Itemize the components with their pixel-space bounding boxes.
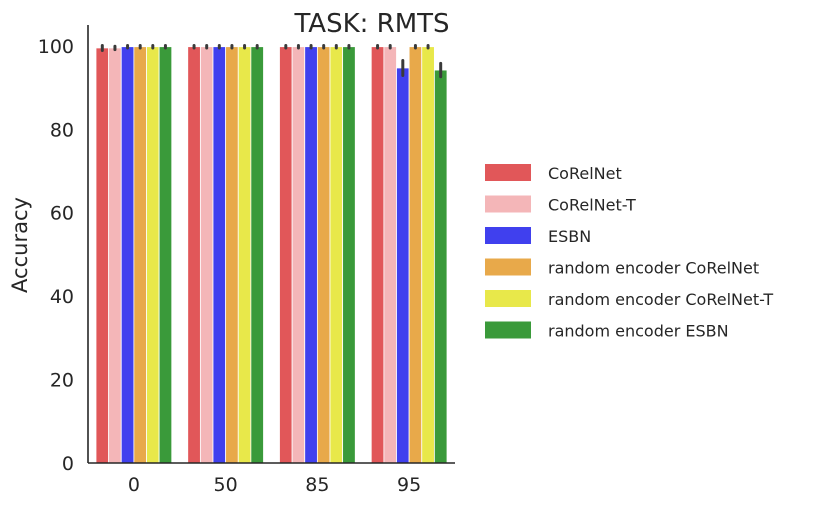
bar	[408, 46, 423, 464]
bar	[158, 46, 173, 464]
bar	[95, 47, 110, 464]
bar	[225, 46, 239, 464]
y-ticks-group: 0 20 40 60 80 100	[38, 36, 74, 475]
y-axis-label: Accuracy	[8, 197, 32, 293]
legend-label: random encoder CoRelNet-T	[548, 290, 773, 309]
bar	[108, 47, 122, 464]
bar	[212, 46, 227, 464]
bar	[433, 69, 448, 464]
bar	[383, 46, 397, 464]
x-tick-label: 50	[214, 474, 238, 496]
x-ticks-group: 0 50 85 95	[128, 474, 421, 496]
x-tick-label: 0	[128, 474, 140, 496]
bar	[120, 46, 135, 464]
legend-label: ESBN	[548, 227, 591, 246]
y-tick-label: 40	[50, 286, 74, 308]
legend-label: CoRelNet-T	[548, 196, 636, 215]
bar	[316, 46, 331, 464]
legend-swatch	[485, 321, 531, 339]
bar	[187, 46, 201, 464]
legend-swatch	[485, 258, 531, 276]
legend: CoRelNet CoRelNet-T ESBN random encoder CoR…	[485, 164, 773, 341]
y-tick-label: 100	[38, 36, 74, 58]
legend-swatch	[485, 164, 531, 181]
y-tick-label: 20	[50, 370, 74, 392]
x-tick-label: 95	[397, 474, 421, 496]
bar	[304, 46, 318, 464]
bar	[133, 46, 147, 464]
bar	[279, 46, 293, 464]
legend-swatch	[485, 227, 531, 244]
y-tick-label: 0	[62, 453, 74, 475]
bar	[291, 46, 306, 464]
y-tick-label: 80	[50, 119, 74, 141]
bar	[421, 46, 435, 464]
bar	[199, 46, 214, 464]
error-bars-group	[100, 43, 443, 79]
bars-group	[95, 46, 448, 464]
legend-label: random encoder CoRelNet	[548, 259, 759, 278]
legend-label: random encoder ESBN	[548, 322, 729, 341]
bar	[329, 46, 344, 464]
bar	[342, 46, 356, 464]
bar	[237, 46, 252, 464]
legend-label: CoRelNet	[548, 164, 622, 183]
bar	[250, 46, 264, 464]
bar	[146, 46, 160, 464]
bar	[370, 46, 385, 464]
chart-title: TASK: RMTS	[293, 9, 449, 39]
x-tick-label: 85	[305, 474, 329, 496]
bar	[396, 67, 410, 464]
legend-swatch	[485, 290, 531, 307]
legend-swatch	[485, 195, 531, 213]
y-tick-label: 60	[50, 203, 74, 225]
